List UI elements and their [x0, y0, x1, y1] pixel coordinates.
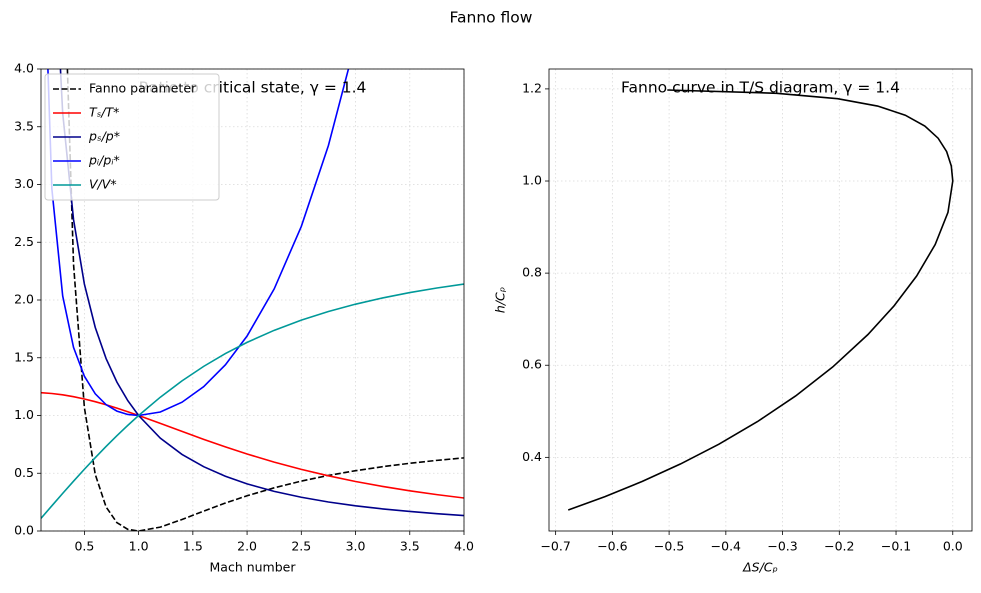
y-tick-label: 1.0: [14, 407, 34, 422]
x-tick-label: −0.2: [824, 539, 854, 554]
y-tick-label: 2.0: [14, 292, 34, 307]
series-line: [59, 69, 464, 517]
x-tick-label: 2.0: [237, 539, 257, 554]
legend-label: Fanno parameter: [89, 81, 197, 96]
x-tick-label: 0.0: [943, 539, 963, 554]
series-line: [567, 89, 954, 511]
y-axis-label: h/Cₚ: [493, 287, 508, 313]
series-line: [66, 69, 464, 531]
y-tick-label: 2.5: [14, 234, 34, 249]
axes-frame: [548, 68, 973, 532]
x-tick-label: 1.5: [183, 539, 203, 554]
y-tick-label: 1.2: [522, 80, 542, 95]
x-tick-label: −0.6: [597, 539, 627, 554]
x-tick-label: 1.0: [129, 539, 149, 554]
series-line: [41, 391, 464, 499]
y-tick-label: 0.4: [522, 449, 542, 464]
series-line: [41, 283, 464, 519]
y-tick-label: 3.5: [14, 118, 34, 133]
figure-title: Fanno flow: [450, 9, 533, 27]
legend-box: [44, 73, 220, 201]
x-tick-label: −0.5: [654, 539, 684, 554]
y-tick-label: 4.0: [14, 61, 34, 76]
y-tick-label: 1.0: [522, 173, 542, 188]
legend-label: Tₛ/T*: [89, 105, 119, 120]
y-tick-label: 0.8: [522, 265, 542, 280]
x-tick-label: −0.7: [540, 539, 570, 554]
x-tick-label: 3.5: [400, 539, 420, 554]
chart-title: Fanno curve in T/S diagram, γ = 1.4: [621, 79, 900, 97]
x-tick-label: 0.5: [74, 539, 94, 554]
x-tick-label: −0.3: [767, 539, 797, 554]
y-tick-label: 0.5: [14, 465, 34, 480]
series-line: [47, 69, 350, 417]
y-tick-label: 3.0: [14, 176, 34, 191]
x-tick-label: −0.1: [881, 539, 911, 554]
y-tick-label: 0.6: [522, 357, 542, 372]
x-tick-label: 4.0: [454, 539, 474, 554]
plot-area: [41, 69, 464, 531]
y-tick-label: 0.0: [14, 523, 34, 538]
legend-label: V/V*: [89, 177, 117, 192]
x-axis-label: ΔS/Cₚ: [742, 560, 778, 575]
axes-frame: [40, 68, 465, 532]
legend-label: pₛ/p*: [88, 129, 120, 144]
x-axis-label: Mach number: [210, 560, 297, 575]
x-tick-label: 2.5: [291, 539, 311, 554]
x-tick-label: 3.0: [346, 539, 366, 554]
y-tick-label: 1.5: [14, 349, 34, 364]
x-tick-label: −0.4: [711, 539, 741, 554]
legend-label: pᵢ/pᵢ*: [88, 153, 120, 168]
plot-area: [567, 89, 954, 511]
